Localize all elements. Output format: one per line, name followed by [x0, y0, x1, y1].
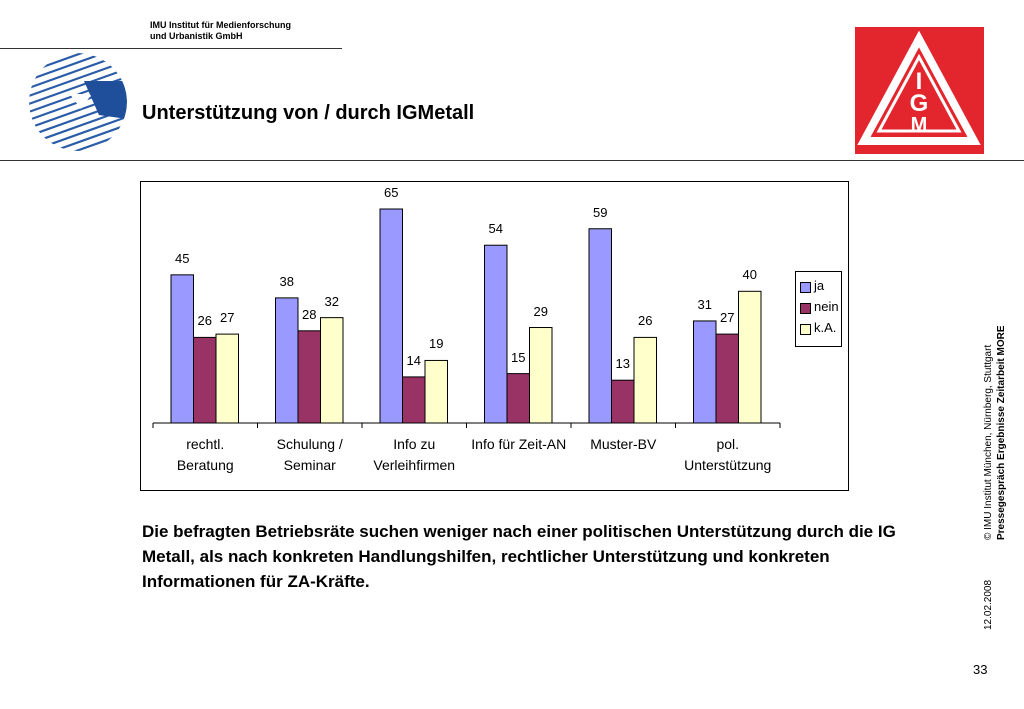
- data-label: 14: [406, 352, 421, 368]
- data-label: 38: [279, 273, 294, 289]
- category-label: Info zu Verleihfirmen: [359, 434, 469, 476]
- header-rule-top: [0, 48, 342, 49]
- category-label: Info für Zeit-AN: [464, 434, 574, 476]
- legend-label-ja: ja: [814, 278, 825, 293]
- bar-nein-1: [297, 330, 321, 424]
- data-label: 27: [720, 310, 735, 326]
- header-rule-bottom: [0, 160, 1024, 161]
- data-label: 26: [638, 313, 653, 329]
- legend-label-ka: k.A.: [814, 320, 837, 335]
- category-label-line: Info für Zeit-AN: [471, 436, 567, 452]
- institute-line-2: und Urbanistik GmbH: [150, 31, 243, 41]
- page-number: 33: [973, 662, 988, 677]
- legend-swatch-ja: [800, 282, 811, 293]
- legend-swatch-nein: [800, 303, 811, 314]
- category-label-line: Unterstützung: [684, 457, 772, 473]
- category-label-line: Seminar: [283, 457, 336, 473]
- category-label-line: pol.: [716, 436, 740, 452]
- institute-name: IMU Institut für Medienforschung und Urb…: [150, 20, 291, 42]
- category-label-line: Info zu: [393, 436, 436, 452]
- legend-label-nein: nein: [814, 299, 839, 314]
- data-label: 31: [697, 296, 712, 312]
- institute-line-1: IMU Institut für Medienforschung: [150, 20, 291, 30]
- svg-text:I: I: [916, 68, 923, 95]
- igm-logo-icon: I G M: [855, 27, 984, 154]
- bar-kA-3: [529, 327, 553, 424]
- data-label: 32: [324, 293, 339, 309]
- data-label: 29: [533, 303, 548, 319]
- data-label: 28: [302, 306, 317, 322]
- category-label-line: [464, 455, 574, 476]
- data-label: 15: [511, 349, 526, 365]
- bar-ja-4: [588, 228, 612, 424]
- presentation-text: Pressegespräch Ergebnisse Zeitarbeit MOR…: [996, 325, 1007, 540]
- bar-nein-5: [715, 333, 739, 424]
- category-label-line: rechtl.: [186, 436, 225, 452]
- bar-chart: 45 26 27 rechtl. Beratung 38 28 32 Schulung / Sem…: [140, 181, 849, 491]
- chart-legend: ja nein k.A.: [795, 271, 842, 347]
- category-label: rechtl. Beratung: [150, 434, 260, 476]
- bar-kA-5: [738, 290, 762, 424]
- bar-ja-5: [693, 320, 717, 424]
- category-label: Muster-BV: [568, 434, 678, 476]
- bar-kA-2: [424, 359, 448, 424]
- legend-swatch-ka: [800, 324, 811, 335]
- imu-logo-icon: [29, 53, 127, 151]
- data-label: 45: [175, 250, 190, 266]
- bar-kA-4: [633, 336, 657, 424]
- data-label: 13: [615, 356, 630, 372]
- page-title: Unterstützung von / durch IGMetall: [142, 102, 475, 124]
- summary-text: Die befragten Betriebsräte suchen wenige…: [142, 522, 896, 591]
- svg-text:G: G: [910, 90, 929, 117]
- chart-plot: [152, 208, 781, 428]
- bar-nein-0: [193, 336, 217, 424]
- copyright-text: © IMU Institut München, Nürnberg, Stuttg…: [983, 344, 994, 540]
- data-label: 40: [742, 267, 757, 283]
- category-label-line: Muster-BV: [590, 436, 657, 452]
- category-label-line: Verleihfirmen: [373, 457, 456, 473]
- category-label-line: [568, 455, 678, 476]
- bar-nein-4: [611, 379, 635, 424]
- bar-ja-2: [379, 208, 403, 424]
- bar-nein-3: [506, 373, 530, 424]
- bar-nein-2: [402, 376, 426, 424]
- bar-kA-1: [320, 317, 344, 424]
- data-label: 26: [197, 313, 212, 329]
- data-label: 54: [488, 221, 503, 237]
- bar-ja-0: [170, 274, 194, 424]
- data-label: 59: [593, 204, 608, 220]
- category-label-line: Beratung: [176, 457, 234, 473]
- data-label: 19: [429, 336, 444, 352]
- category-label: Schulung / Seminar: [255, 434, 365, 476]
- bar-ja-3: [484, 244, 508, 424]
- bar-kA-0: [215, 333, 239, 424]
- category-label: pol. Unterstützung: [673, 434, 783, 476]
- date-text: 12.02.2008: [983, 579, 994, 630]
- data-label: 27: [220, 310, 235, 326]
- data-label: 65: [384, 185, 399, 200]
- category-label-line: Schulung /: [276, 436, 343, 452]
- svg-text:M: M: [911, 114, 928, 136]
